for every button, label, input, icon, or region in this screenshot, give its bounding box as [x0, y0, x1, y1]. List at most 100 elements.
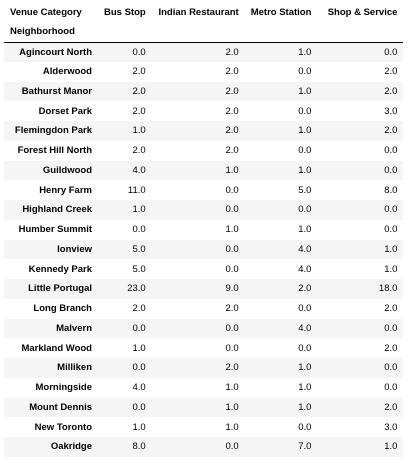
table-cell: 4.0 — [298, 263, 312, 275]
row-neighborhood-name: Guildwood — [42, 164, 92, 176]
table-cell: 0.0 — [298, 421, 312, 433]
table-cell: 0.0 — [298, 145, 312, 157]
table-row: Henry Farm 11.0 0.0 5.0 8.0 — [4, 180, 404, 200]
table-cell: 2.0 — [384, 66, 398, 78]
table-row: Morningside 4.0 1.0 1.0 0.0 — [4, 377, 404, 398]
table-cell: 0.0 — [384, 145, 398, 157]
table-cell: 7.0 — [298, 441, 312, 453]
table-row: Dorset Park 2.0 2.0 0.0 3.0 — [4, 101, 404, 121]
table-row: Alderwood 2.0 2.0 0.0 2.0 — [4, 61, 404, 82]
table-cell: 1.0 — [384, 441, 398, 453]
table-cell: 5.0 — [132, 243, 146, 255]
table-cell: 1.0 — [298, 164, 312, 176]
table-cell: 1.0 — [225, 421, 239, 433]
column-header-metro-station: Metro Station — [250, 6, 312, 18]
table-row: New Toronto 1.0 1.0 0.0 3.0 — [4, 417, 404, 437]
table-cell: 1.0 — [132, 125, 146, 137]
table-cell: 1.0 — [384, 243, 398, 255]
table-cell: 0.0 — [298, 342, 312, 354]
table-cell: 4.0 — [298, 322, 312, 334]
table-row: Kennedy Park 5.0 0.0 4.0 1.0 — [4, 259, 404, 279]
table-cell: 2.0 — [384, 303, 398, 315]
column-header-bus-stop: Bus Stop — [104, 6, 146, 18]
table-cell: 0.0 — [225, 342, 239, 354]
table-cell: 2.0 — [384, 125, 398, 137]
row-neighborhood-name: Henry Farm — [39, 184, 92, 196]
table-cell: 0.0 — [298, 303, 312, 315]
table-row: Guildwood 4.0 1.0 1.0 0.0 — [4, 160, 404, 181]
table-cell: 0.0 — [225, 204, 239, 216]
table-row: Forest Hill North 2.0 2.0 0.0 0.0 — [4, 140, 404, 161]
table-cell: 2.0 — [384, 401, 398, 413]
table-row: Ionview 5.0 0.0 4.0 1.0 — [4, 239, 404, 260]
row-neighborhood-name: Humber Summit — [18, 224, 92, 236]
table-cell: 0.0 — [384, 224, 398, 236]
neighborhood-venue-table: Venue Category Bus Stop Indian Restauran… — [4, 2, 404, 457]
table-cell: 2.0 — [225, 145, 239, 157]
table-cell: 0.0 — [225, 322, 239, 334]
row-neighborhood-name: Highland Creek — [22, 204, 92, 216]
row-neighborhood-name: Oakridge — [50, 441, 92, 453]
table-cell: 0.0 — [132, 224, 146, 236]
header-spacer — [317, 22, 404, 43]
header-spacer — [98, 22, 152, 43]
table-row: Little Portugal 23.0 9.0 2.0 18.0 — [4, 279, 404, 299]
table-cell: 0.0 — [225, 263, 239, 275]
table-cell: 2.0 — [298, 283, 312, 295]
table-cell: 0.0 — [225, 184, 239, 196]
row-neighborhood-name: Alderwood — [42, 66, 92, 78]
table-cell: 2.0 — [132, 145, 146, 157]
row-neighborhood-name: Malvern — [56, 322, 92, 334]
row-neighborhood-name: Ionview — [57, 243, 92, 255]
row-neighborhood-name: Forest Hill North — [17, 145, 92, 157]
row-neighborhood-name: Markland Wood — [21, 342, 92, 354]
table-cell: 1.0 — [298, 224, 312, 236]
table-cell: 0.0 — [384, 382, 398, 394]
table-cell: 0.0 — [384, 362, 398, 374]
table-cell: 0.0 — [225, 243, 239, 255]
table-cell: 2.0 — [225, 303, 239, 315]
table-row: Oakridge 8.0 0.0 7.0 1.0 — [4, 437, 404, 457]
table-cell: 9.0 — [225, 283, 239, 295]
table-row: Agincourt North 0.0 2.0 1.0 0.0 — [4, 42, 404, 62]
table-cell: 2.0 — [225, 362, 239, 374]
table-cell: 2.0 — [225, 46, 239, 58]
table-cell: 2.0 — [225, 66, 239, 78]
row-neighborhood-name: New Toronto — [34, 421, 92, 433]
table-cell: 0.0 — [132, 322, 146, 334]
table-cell: 4.0 — [132, 164, 146, 176]
table-cell: 2.0 — [384, 342, 398, 354]
row-neighborhood-name: Dorset Park — [38, 105, 92, 117]
table-row: Humber Summit 0.0 1.0 1.0 0.0 — [4, 219, 404, 240]
table-cell: 1.0 — [298, 46, 312, 58]
row-neighborhood-name: Mount Dennis — [29, 401, 92, 413]
columns-label: Venue Category — [10, 6, 82, 18]
table-cell: 0.0 — [132, 46, 146, 58]
table-body: Agincourt North 0.0 2.0 1.0 0.0 Alderwood 2.0 2… — [4, 42, 404, 457]
table-cell: 5.0 — [298, 184, 312, 196]
row-neighborhood-name: Milliken — [57, 362, 92, 374]
column-header-shop-and-service: Shop & Service — [327, 6, 398, 18]
header-spacer — [244, 22, 318, 43]
table-row: Long Branch 2.0 2.0 0.0 2.0 — [4, 298, 404, 319]
table-cell: 1.0 — [298, 85, 312, 97]
column-header-indian-restaurant: Indian Restaurant — [158, 6, 239, 18]
column-header-row: Venue Category Bus Stop Indian Restauran… — [4, 2, 403, 22]
table-cell: 3.0 — [384, 105, 398, 117]
table-cell: 0.0 — [298, 105, 312, 117]
table-cell: 2.0 — [225, 105, 239, 117]
table-cell: 1.0 — [298, 401, 312, 413]
table-cell: 0.0 — [384, 204, 398, 216]
table-cell: 1.0 — [384, 263, 398, 275]
header-spacer — [151, 22, 245, 43]
table-cell: 2.0 — [132, 66, 146, 78]
row-neighborhood-name: Long Branch — [33, 303, 92, 315]
table-row: Malvern 0.0 0.0 4.0 0.0 — [4, 318, 404, 339]
table-cell: 2.0 — [225, 125, 239, 137]
table-cell: 1.0 — [298, 362, 312, 374]
table-cell: 8.0 — [132, 441, 146, 453]
row-neighborhood-name: Bathurst Manor — [21, 85, 92, 97]
table-cell: 1.0 — [225, 382, 239, 394]
table-cell: 0.0 — [384, 322, 398, 334]
